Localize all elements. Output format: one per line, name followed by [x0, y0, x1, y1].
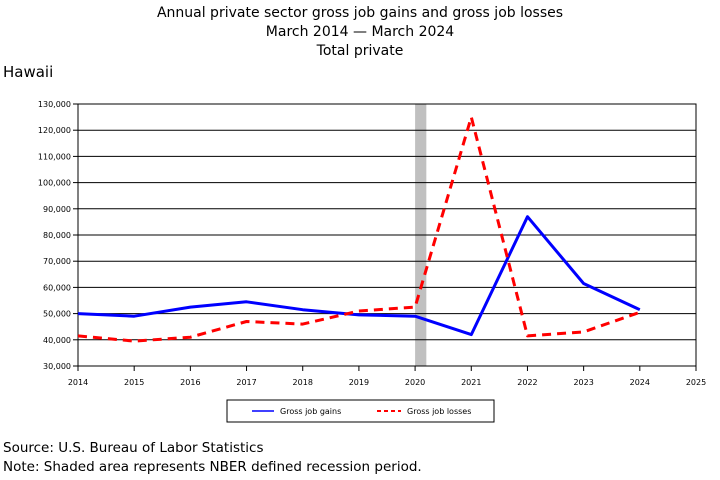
x-tick-label: 2022: [517, 378, 537, 387]
x-tick-label: 2017: [236, 378, 256, 387]
x-tick-label: 2023: [573, 378, 593, 387]
gross-job-losses-line: [77, 115, 641, 343]
legend-label: Gross job losses: [407, 407, 471, 416]
y-tick-label: 120,000: [38, 126, 71, 135]
x-tick-label: 2021: [461, 378, 481, 387]
plot-frame: [77, 103, 697, 367]
y-tick-label: 100,000: [38, 179, 71, 188]
recession-note: Note: Shaded area represents NBER define…: [3, 459, 422, 475]
y-tick-label: 110,000: [38, 152, 71, 161]
line-chart: 30,000 40,000 50,000 60,000 70,000 80,000 90,0…: [38, 100, 706, 423]
chart-subtitle-sector: Total private: [316, 43, 404, 59]
chart-subtitle-period: March 2014 — March 2024: [265, 24, 455, 40]
y-tick-label: 130,000: [38, 100, 71, 109]
x-tick-label: 2019: [349, 378, 369, 387]
legend-box: [226, 399, 495, 423]
y-tick-label: 50,000: [43, 310, 71, 319]
x-tick-label: 2016: [180, 378, 200, 387]
y-tick-label: 30,000: [43, 362, 71, 371]
source-note: Source: U.S. Bureau of Labor Statistics: [3, 440, 264, 456]
x-tick-label: 2024: [630, 378, 650, 387]
x-tick-label: 2020: [405, 378, 425, 387]
x-tick-label: 2025: [686, 378, 706, 387]
x-tick-label: 2015: [124, 378, 144, 387]
gross-job-gains-line: [77, 215, 641, 337]
x-tick-label: 2018: [293, 378, 313, 387]
y-tick-label: 40,000: [43, 336, 71, 345]
y-tick-label: 90,000: [43, 205, 71, 214]
legend-label: Gross job gains: [280, 407, 341, 416]
chart-title: Annual private sector gross job gains an…: [156, 5, 564, 21]
y-tick-label: 80,000: [43, 231, 71, 240]
x-tick-label: 2014: [68, 378, 88, 387]
y-tick-label: 70,000: [43, 257, 71, 266]
region-label: Hawaii: [3, 63, 54, 81]
y-tick-label: 60,000: [43, 283, 71, 292]
